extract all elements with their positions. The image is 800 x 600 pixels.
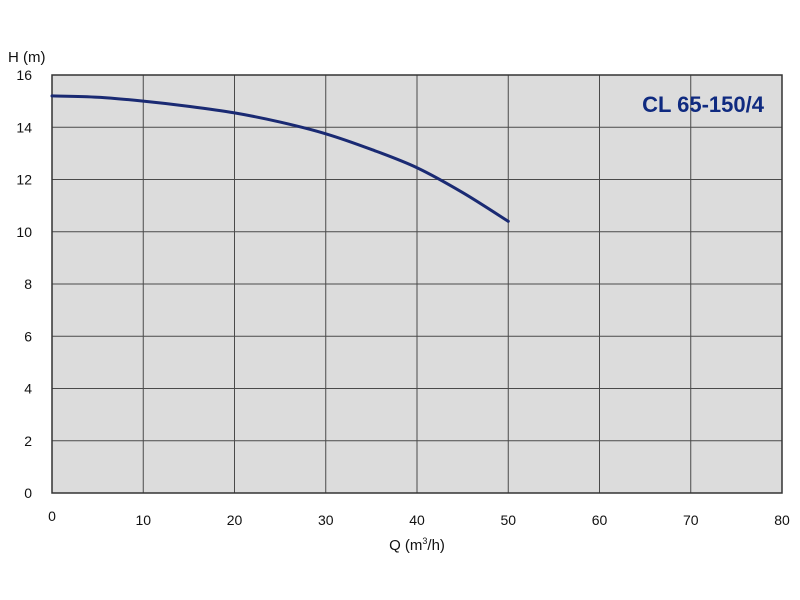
x-axis-label-end: /h) (427, 537, 445, 554)
chart-title: CL 65-150/4 (642, 92, 765, 117)
x-tick-label: 80 (774, 512, 790, 528)
x-axis-label-superscript: 3 (422, 536, 427, 546)
head-curve-line (50, 94, 510, 223)
x-tick-label: 30 (318, 512, 334, 528)
x-tick-label: 50 (500, 512, 516, 528)
x-tick-label: 20 (227, 512, 243, 528)
y-tick-label: 6 (24, 328, 32, 344)
tick-labels: 0 10 20 30 40 50 60 70 80 0 2 4 6 8 10 12 14 16 (16, 67, 790, 528)
plot-frame (51, 74, 783, 494)
y-tick-label: 0 (24, 485, 32, 501)
x-tick-label: 40 (409, 512, 425, 528)
y-tick-label: 8 (24, 276, 32, 292)
y-axis-label: H (m) (8, 49, 46, 66)
y-tick-label: 10 (16, 224, 32, 240)
x-tick-label: 60 (592, 512, 608, 528)
y-tick-label: 16 (16, 67, 32, 83)
y-tick-label: 4 (24, 381, 32, 397)
x-axis-label: Q (m3/h) (389, 536, 445, 554)
y-tick-label: 14 (16, 119, 32, 135)
x-axis-label-main: Q (m (389, 537, 422, 554)
x-tick-label: 10 (135, 512, 151, 528)
x-tick-label: 0 (48, 508, 56, 524)
y-tick-label: 12 (16, 172, 32, 188)
x-tick-label: 70 (683, 512, 699, 528)
y-tick-label: 2 (24, 433, 32, 449)
